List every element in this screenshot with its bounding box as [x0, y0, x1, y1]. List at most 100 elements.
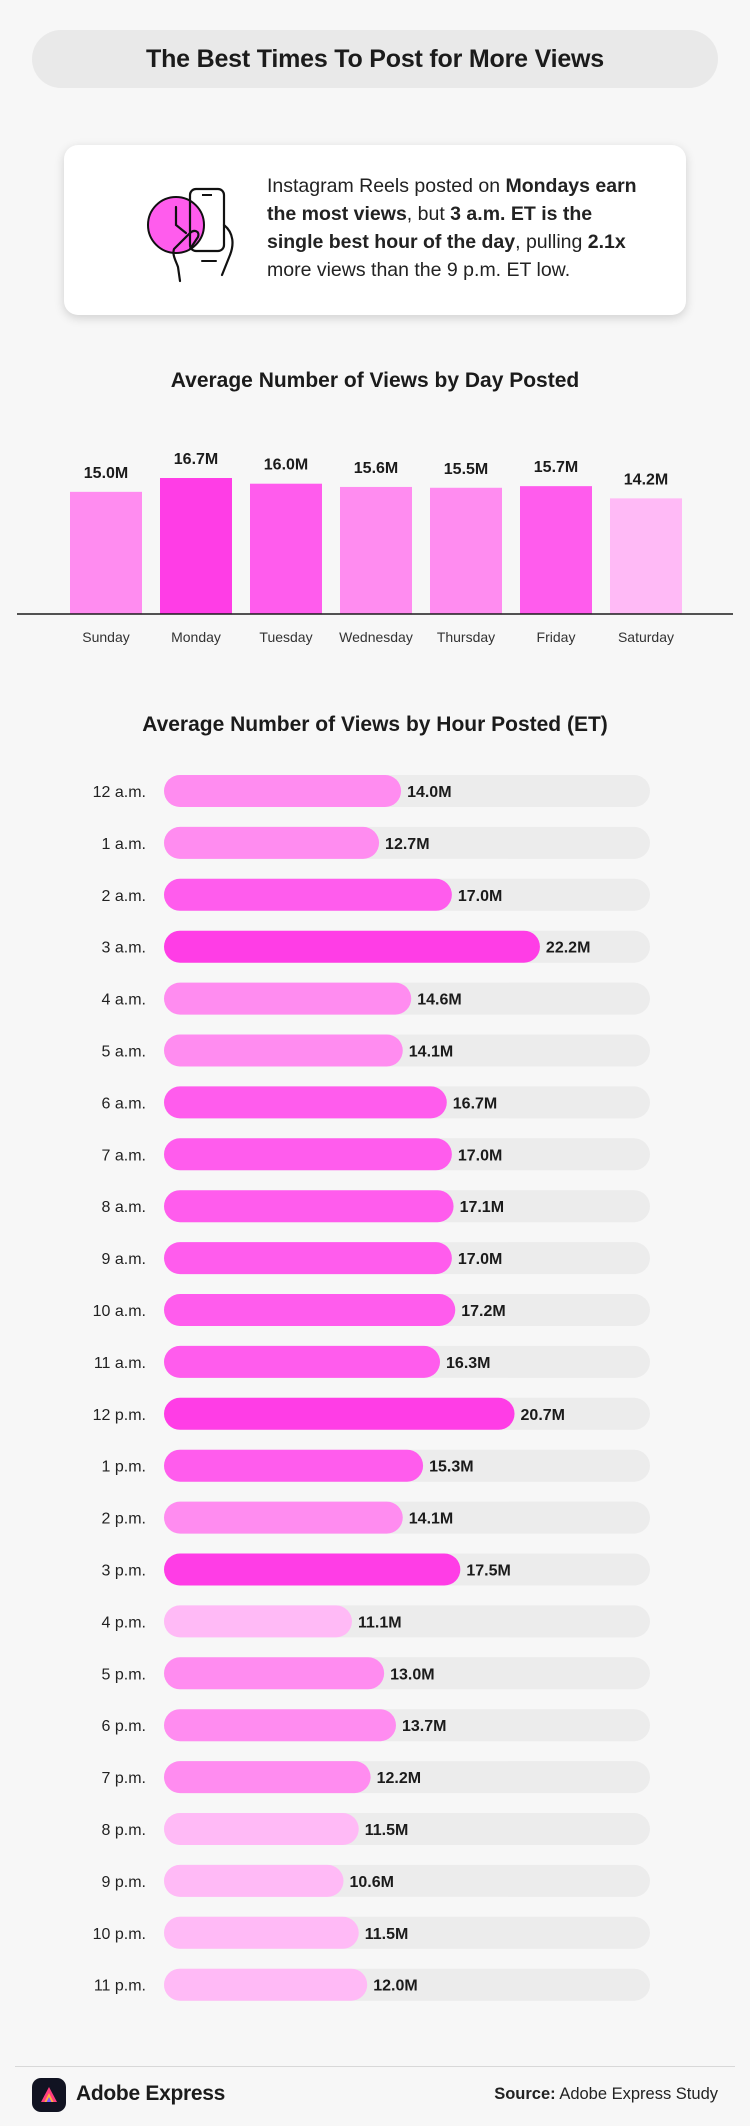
source-value: Adobe Express Study: [555, 2085, 718, 2103]
hour-category-label: 11 p.m.: [94, 1978, 146, 1995]
page-title-text: The Best Times To Post for More Views: [146, 44, 604, 73]
source-label: Source:: [494, 2085, 556, 2103]
hour-bar: [164, 1086, 447, 1119]
day-bar-chart: 15.0M Sunday 16.7M Monday 16.0M Tuesday 15.6M W…: [17, 451, 733, 645]
hour-value-label: 14.6M: [417, 992, 461, 1009]
hour-bar: [164, 1034, 403, 1067]
hour-value-label: 17.1M: [460, 1199, 504, 1216]
info-text-part: 3 a.m. ET is the single best hour of the…: [267, 203, 593, 253]
day-value-label: 14.2M: [624, 471, 668, 488]
hour-category-label: 1 a.m.: [102, 836, 146, 853]
day-bar: [520, 486, 592, 614]
hour-category-label: 3 a.m.: [102, 940, 146, 957]
hour-value-label: 22.2M: [546, 940, 590, 957]
hour-bar: [164, 982, 412, 1015]
hour-value-label: 10.6M: [349, 1874, 393, 1891]
hour-value-label: 14.1M: [409, 1511, 453, 1528]
hour-bar: [164, 1501, 403, 1534]
hour-bar: [164, 1761, 371, 1794]
day-category-label: Monday: [171, 629, 221, 645]
day-bar: [430, 487, 502, 614]
day-category-label: Friday: [537, 629, 576, 645]
info-text-part: Instagram Reels posted on: [267, 175, 506, 197]
hour-bar: [164, 1242, 452, 1275]
day-bar: [340, 486, 412, 614]
hour-bar: [164, 1190, 454, 1223]
hour-category-label: 12 p.m.: [93, 1407, 146, 1424]
info-text-part: more views than the 9 p.m. ET low.: [267, 259, 571, 281]
hour-bar: [164, 930, 540, 963]
hour-value-label: 12.2M: [377, 1770, 421, 1787]
footer-divider: [15, 2066, 735, 2067]
brand-name: Adobe Express: [76, 2082, 225, 2105]
hour-bar: [164, 1294, 456, 1326]
hour-bar: [164, 1553, 461, 1586]
info-card: Instagram Reels posted on Mondays earn t…: [64, 145, 686, 315]
source-note: Source: Adobe Express Study: [494, 2085, 718, 2104]
hour-value-label: 17.0M: [458, 1251, 502, 1268]
hour-value-label: 11.5M: [365, 1926, 409, 1943]
hour-bar: [164, 1657, 385, 1690]
hour-value-label: 20.7M: [521, 1407, 565, 1424]
hour-bar-chart: 12 a.m. 14.0M 1 a.m. 12.7M 2 a.m. 17.0M 3 a.m.…: [93, 775, 650, 2001]
hour-value-label: 11.5M: [365, 1822, 409, 1839]
hour-category-label: 5 a.m.: [102, 1044, 146, 1061]
day-value-label: 15.6M: [354, 460, 398, 477]
info-text-part: , pulling: [515, 231, 588, 253]
hour-category-label: 4 a.m.: [102, 992, 146, 1009]
hour-bar: [164, 1968, 368, 2001]
hour-category-label: 8 p.m.: [102, 1822, 146, 1839]
hour-bar: [164, 1916, 359, 1949]
day-value-label: 15.0M: [84, 465, 128, 482]
hour-bar: [164, 1138, 452, 1171]
info-text-part: 2.1x: [587, 231, 626, 253]
day-category-label: Wednesday: [339, 629, 413, 645]
hour-category-label: 9 p.m.: [102, 1874, 146, 1891]
hour-value-label: 14.1M: [409, 1044, 453, 1061]
hour-bar: [164, 1345, 441, 1378]
day-bar: [610, 498, 682, 614]
hour-value-label: 17.2M: [461, 1303, 505, 1320]
day-value-label: 16.0M: [264, 457, 308, 474]
hour-bar: [164, 1605, 352, 1638]
hour-value-label: 11.1M: [358, 1614, 402, 1631]
hour-value-label: 17.0M: [458, 888, 502, 905]
day-category-label: Saturday: [618, 629, 674, 645]
day-chart-title: Average Number of Views by Day Posted: [170, 369, 580, 392]
hour-bar: [164, 878, 452, 911]
hour-category-label: 7 p.m.: [102, 1770, 146, 1787]
hour-category-label: 3 p.m.: [102, 1563, 146, 1580]
hour-category-label: 12 a.m.: [93, 784, 146, 801]
day-bar: [70, 491, 142, 614]
hour-category-label: 10 a.m.: [93, 1303, 146, 1320]
hour-bar: [164, 775, 402, 807]
hour-value-label: 16.3M: [446, 1355, 490, 1372]
hour-category-label: 6 a.m.: [102, 1095, 146, 1112]
hour-bar: [164, 1864, 344, 1897]
hour-bar: [164, 826, 380, 859]
hour-category-label: 10 p.m.: [93, 1926, 146, 1943]
info-text-part: , but: [406, 203, 451, 225]
hour-bar: [164, 1449, 424, 1482]
day-value-label: 15.5M: [444, 461, 488, 478]
hour-category-label: 7 a.m.: [102, 1147, 146, 1164]
day-category-label: Tuesday: [259, 629, 312, 645]
hour-bar: [164, 1709, 396, 1742]
hour-category-label: 2 a.m.: [102, 888, 146, 905]
page-title: The Best Times To Post for More Views: [32, 30, 718, 88]
adobe-express-logo-icon: [32, 2078, 66, 2112]
hour-value-label: 16.7M: [453, 1095, 497, 1112]
hour-chart-title: Average Number of Views by Hour Posted (…: [142, 713, 608, 736]
hour-value-label: 17.5M: [466, 1563, 510, 1580]
hour-value-label: 12.7M: [385, 836, 429, 853]
hour-category-label: 9 a.m.: [102, 1251, 146, 1268]
hour-value-label: 13.7M: [402, 1718, 446, 1735]
hour-bar: [164, 1397, 515, 1430]
hour-value-label: 14.0M: [407, 784, 451, 801]
day-value-label: 16.7M: [174, 451, 218, 468]
hour-value-label: 12.0M: [373, 1978, 417, 1995]
day-category-label: Sunday: [82, 629, 129, 645]
day-bar: [160, 478, 232, 614]
hour-category-label: 4 p.m.: [102, 1614, 146, 1631]
hour-category-label: 2 p.m.: [102, 1511, 146, 1528]
